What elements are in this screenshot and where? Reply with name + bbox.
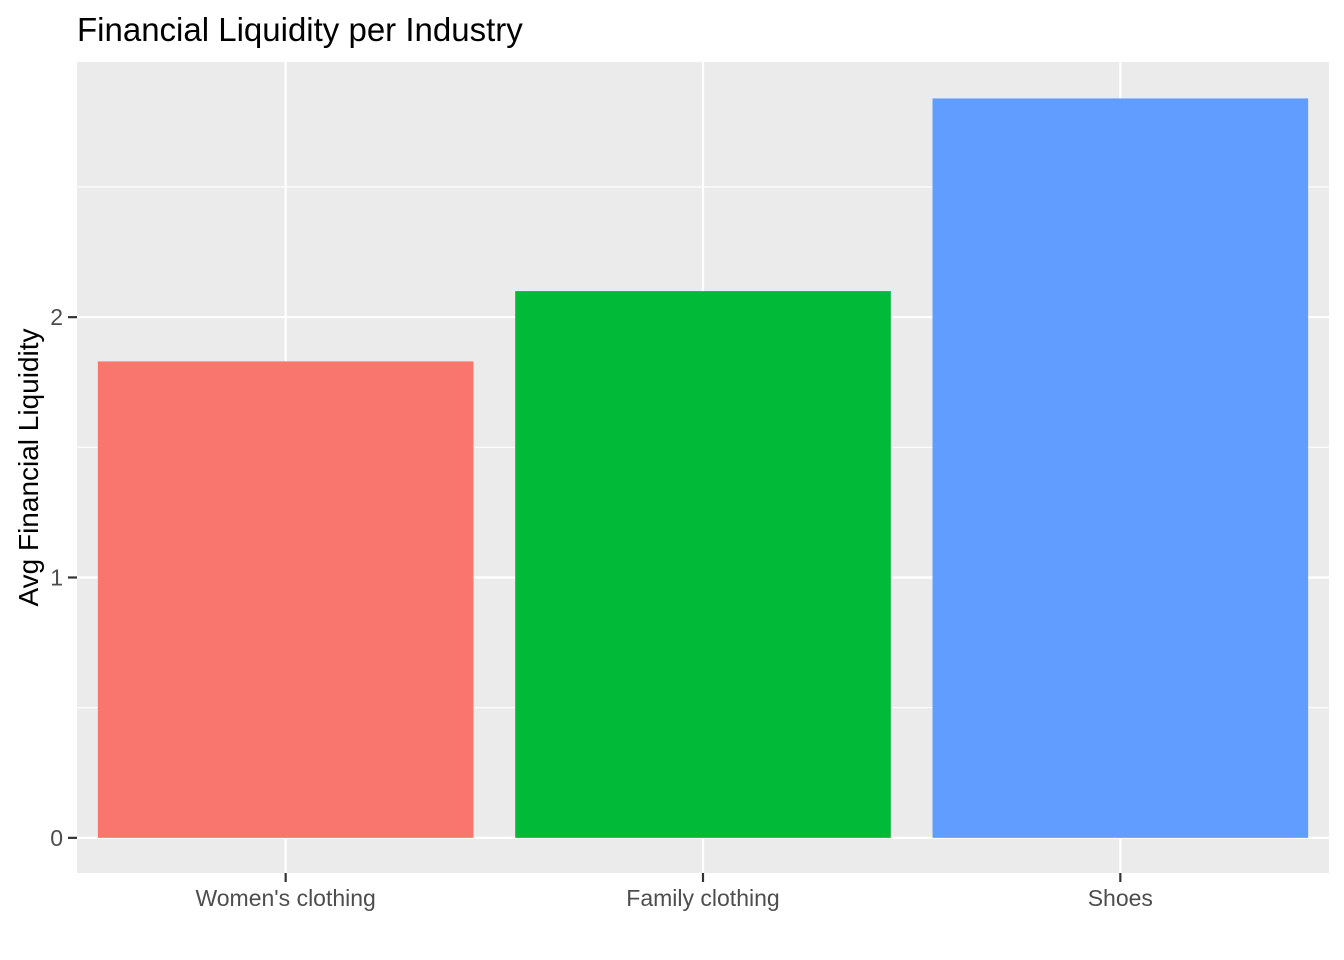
y-axis: 0 1 2 [50, 304, 77, 851]
y-tick-label: 2 [50, 304, 63, 330]
x-axis: Women's clothing Family clothing Shoes [195, 873, 1153, 911]
x-tick-label: Women's clothing [195, 885, 375, 911]
y-axis-title: Avg Financial Liquidity [13, 328, 44, 606]
x-tick-label: Family clothing [626, 885, 779, 911]
chart-title: Financial Liquidity per Industry [77, 11, 523, 48]
bar [515, 291, 891, 838]
y-tick-label: 1 [50, 564, 63, 590]
bar [932, 98, 1309, 838]
x-tick-label: Shoes [1088, 885, 1153, 911]
y-tick-label: 0 [50, 825, 63, 851]
bars [97, 98, 1309, 838]
bar [97, 361, 474, 838]
